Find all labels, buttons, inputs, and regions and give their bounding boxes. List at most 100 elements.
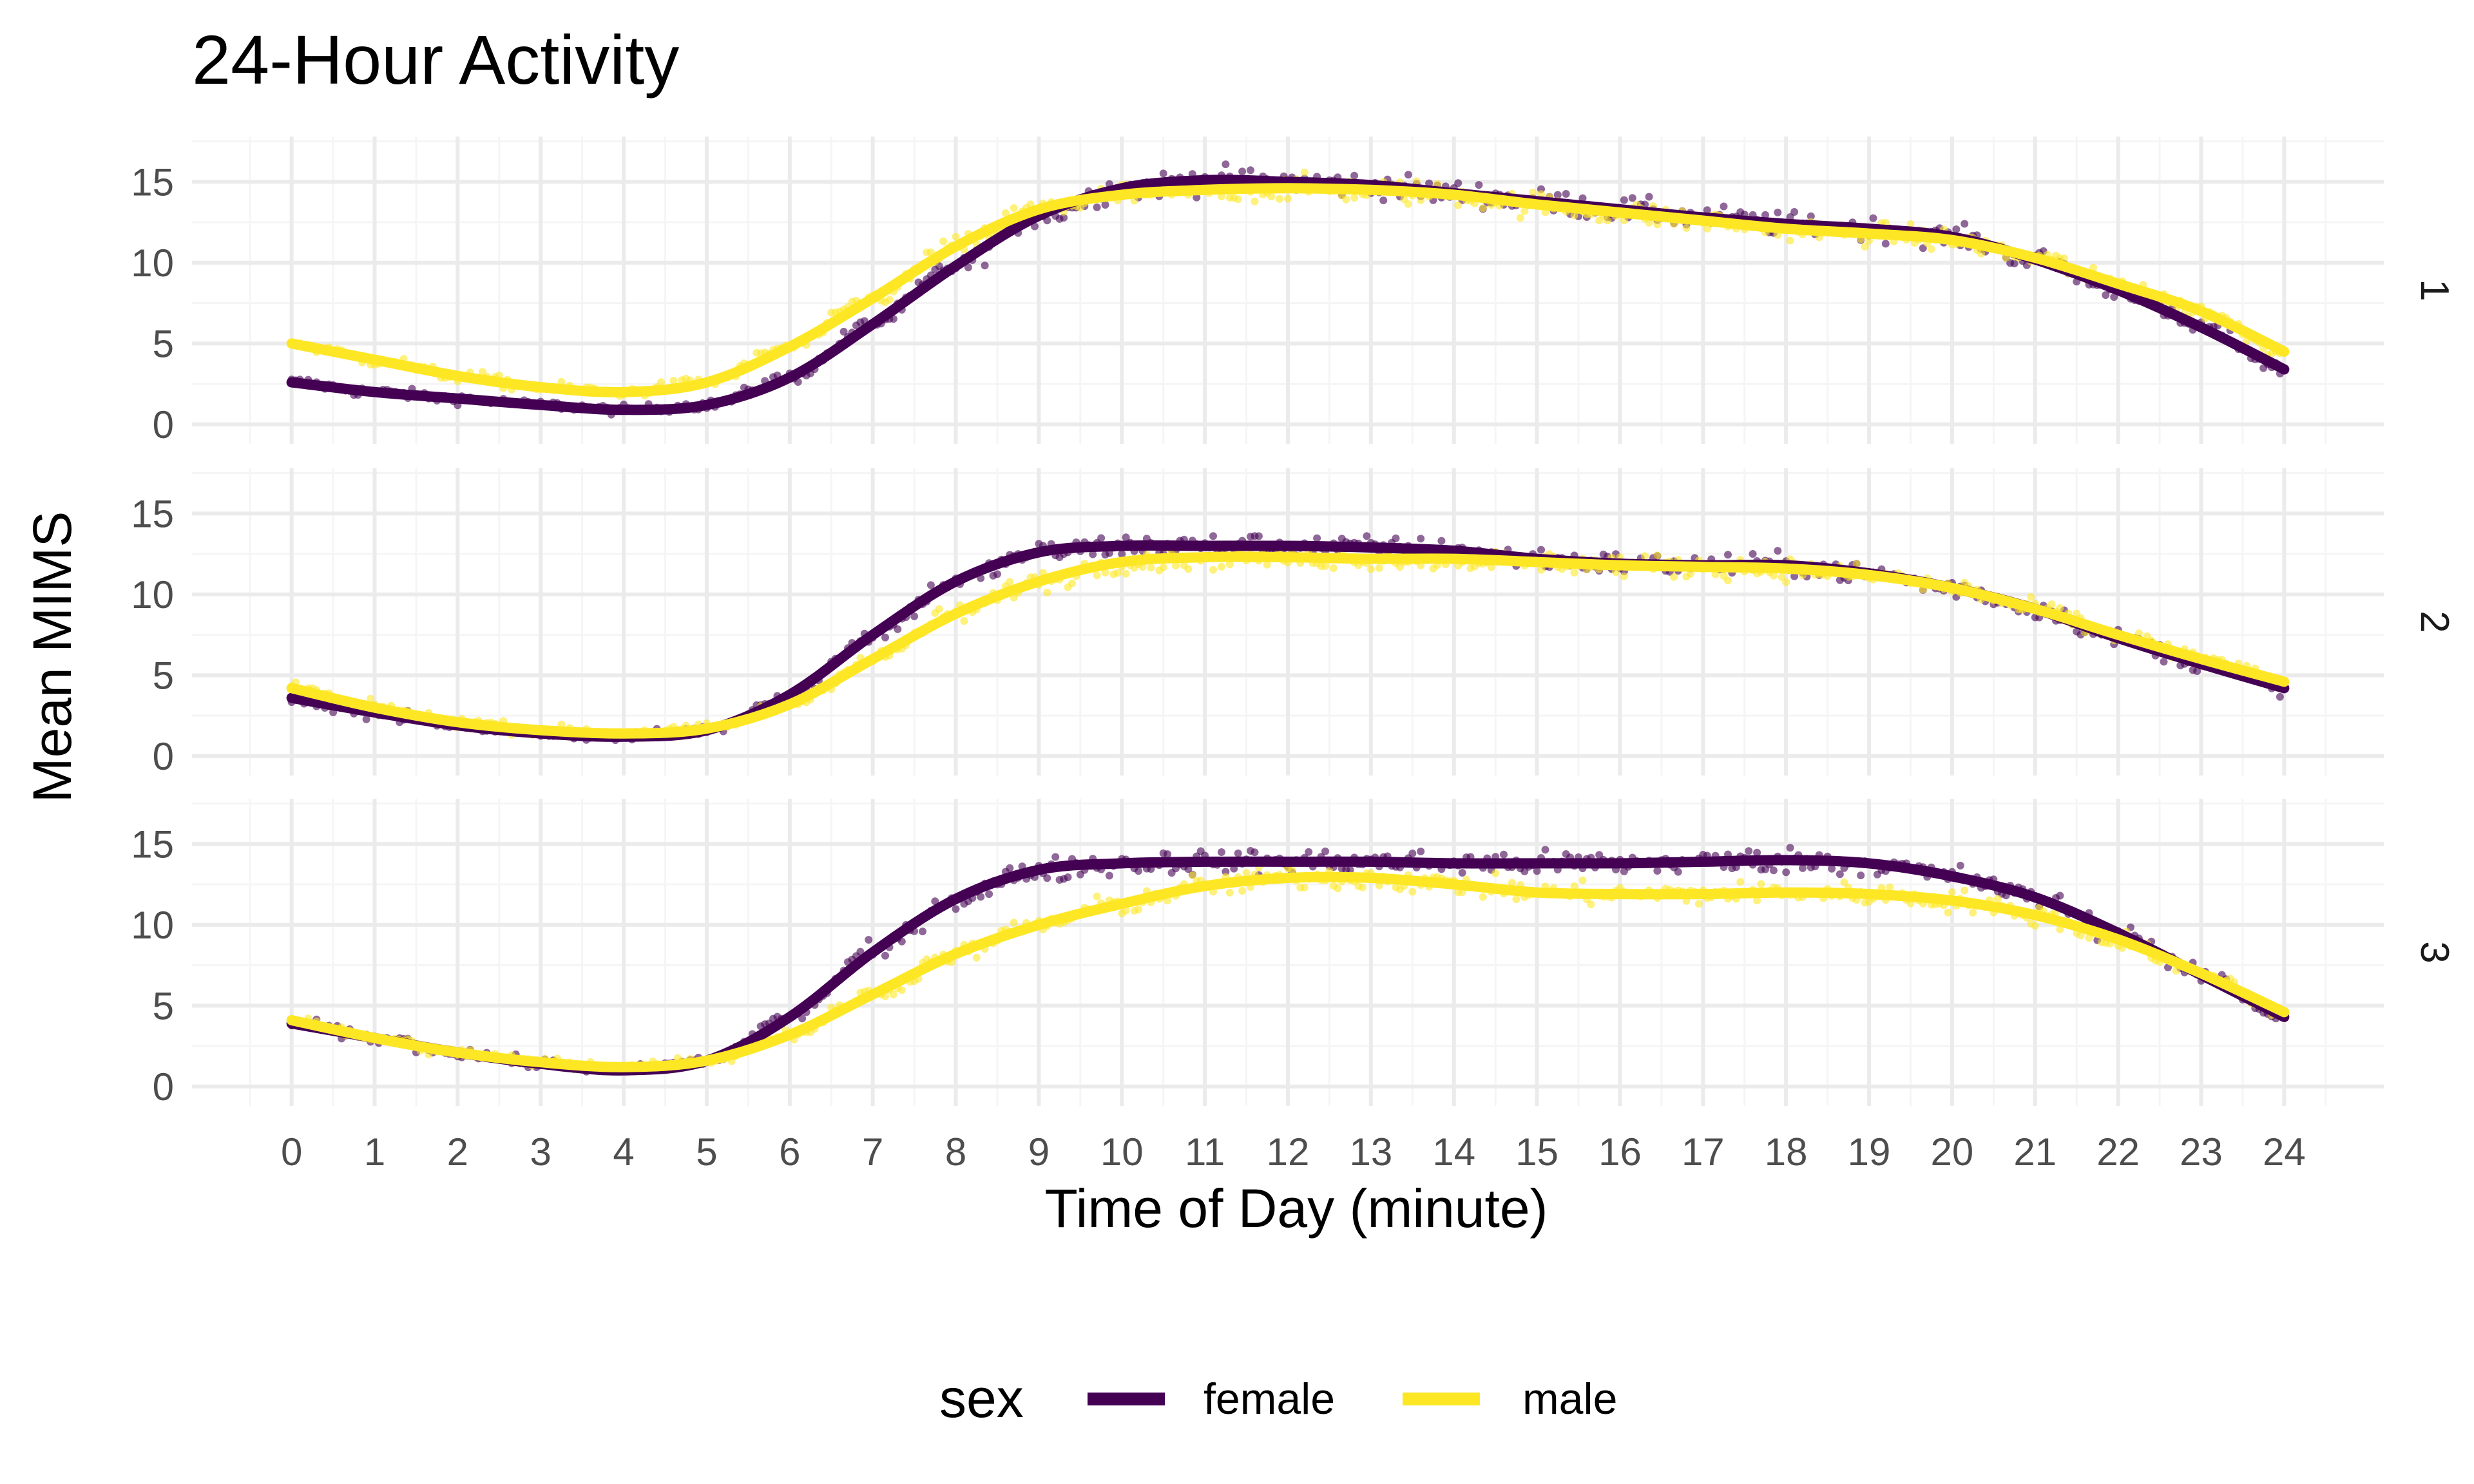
- scatter-point-female: [931, 897, 939, 906]
- x-tick-label: 6: [779, 1130, 800, 1174]
- scatter-point-female: [1404, 171, 1412, 179]
- scatter-point-male: [1840, 878, 1848, 886]
- scatter-point-female: [1060, 214, 1068, 222]
- x-axis-title: Time of Day (minute): [1044, 1178, 1548, 1239]
- scatter-point-female: [1159, 169, 1167, 178]
- scatter-point-male: [1135, 906, 1142, 913]
- scatter-point-female: [993, 570, 1001, 578]
- scatter-point-female: [1043, 874, 1051, 882]
- scatter-point-male: [1276, 195, 1284, 203]
- scatter-point-male: [1782, 578, 1790, 586]
- scatter-point-male: [1944, 908, 1952, 917]
- scatter-point-female: [1724, 551, 1732, 559]
- scatter-point-male: [1711, 570, 1720, 578]
- scatter-point-female: [1209, 532, 1217, 540]
- scatter-point-male: [657, 378, 666, 386]
- scatter-point-male: [1852, 560, 1861, 568]
- scatter-point-male: [1927, 245, 1935, 253]
- facet-strip-label: 3: [2412, 941, 2457, 963]
- scatter-point-female: [1745, 847, 1753, 855]
- scatter-point-male: [1653, 551, 1662, 560]
- scatter-point-female: [1769, 866, 1778, 875]
- scatter-point-female: [1774, 547, 1782, 555]
- scatter-point-female: [839, 327, 848, 336]
- scatter-point-male: [1334, 884, 1342, 893]
- scatter-point-male: [1010, 204, 1018, 212]
- scatter-point-male: [367, 694, 375, 703]
- y-tick-label: 15: [131, 823, 174, 866]
- x-tick-label: 8: [945, 1130, 966, 1174]
- scatter-point-female: [2276, 692, 2284, 701]
- scatter-point-male: [1242, 869, 1251, 877]
- legend-label-male: male: [1522, 1375, 1617, 1423]
- scatter-point-male: [1217, 562, 1225, 571]
- scatter-point-female: [1761, 211, 1769, 219]
- y-tick-label: 10: [131, 242, 174, 285]
- scatter-point-female: [1417, 535, 1425, 543]
- scatter-point-male: [1512, 895, 1520, 904]
- scatter-point-male: [1578, 876, 1587, 884]
- scatter-point-male: [1101, 569, 1109, 576]
- scatter-point-female: [1043, 216, 1051, 225]
- scatter-point-male: [1300, 883, 1309, 891]
- scatter-point-female: [798, 1014, 807, 1023]
- scatter-point-male: [1948, 888, 1956, 897]
- scatter-point-male: [1234, 195, 1242, 204]
- scatter-point-male: [1993, 895, 2002, 903]
- scatter-point-male: [1620, 216, 1628, 225]
- scatter-point-female: [2056, 891, 2064, 900]
- scatter-point-male: [1520, 207, 1529, 215]
- scatter-point-male: [1093, 571, 1101, 580]
- x-axis: 0 1 2 3 4 5 6 7 8 9 10 11 12 13 14 15 16 17 18 19 20 21 22 23 24: [281, 1130, 2306, 1174]
- chart-title: 24-Hour Activity: [192, 21, 679, 99]
- scatter-point-female: [1051, 853, 1060, 861]
- y-tick-label: 15: [131, 492, 174, 535]
- scatter-point-male: [1479, 893, 1487, 901]
- facet-panel-2: 0 5 10 15 2: [131, 468, 2457, 778]
- scatter-point-male: [1491, 869, 1500, 877]
- scatter-point-female: [1247, 166, 1254, 175]
- scatter-point-female: [1857, 871, 1865, 880]
- y-tick-label: 5: [153, 654, 174, 697]
- scatter-point-female: [1807, 212, 1815, 220]
- scatter-point-male: [1300, 168, 1309, 176]
- scatter-point-female: [1251, 848, 1259, 857]
- scatter-point-female: [1097, 534, 1106, 542]
- y-tick-label: 10: [131, 904, 174, 947]
- scatter-point-female: [1620, 196, 1628, 204]
- scatter-point-female: [1350, 171, 1359, 180]
- scatter-point-female: [1363, 532, 1371, 540]
- scatter-point-female: [1458, 869, 1466, 877]
- scatter-point-male: [889, 991, 897, 999]
- scatter-point-female: [362, 715, 370, 723]
- scatter-point-female: [894, 625, 902, 633]
- scatter-point-male: [2031, 922, 2039, 930]
- scatter-point-male: [1147, 564, 1155, 572]
- scatter-point-male: [1570, 569, 1578, 577]
- scatter-point-male: [885, 296, 894, 304]
- scatter-point-female: [1645, 193, 1653, 201]
- scatter-point-male: [1366, 565, 1375, 573]
- scatter-point-female: [1828, 864, 1836, 873]
- x-tick-label: 16: [1598, 1130, 1642, 1174]
- scatter-point-male: [1570, 882, 1578, 890]
- x-tick-label: 18: [1765, 1130, 1808, 1174]
- scatter-point-female: [1217, 848, 1225, 856]
- scatter-point-male: [1620, 572, 1628, 580]
- scatter-point-female: [2010, 260, 2019, 268]
- scatter-point-female: [1782, 868, 1790, 877]
- scatter-point-female: [897, 937, 906, 946]
- x-tick-label: 2: [447, 1130, 468, 1174]
- scatter-point-female: [1184, 865, 1193, 873]
- y-axis-title: Mean MIMS: [22, 511, 82, 803]
- scatter-point-male: [1757, 880, 1765, 888]
- scatter-point-female: [1313, 534, 1321, 542]
- scatter-point-male: [1284, 195, 1292, 203]
- scatter-point-male: [1479, 204, 1487, 213]
- scatter-point-male: [1263, 560, 1271, 569]
- facet-panel-3: 0 5 10 15 3: [131, 799, 2457, 1108]
- facet-panel-1: 0 5 10 15 1: [131, 137, 2457, 446]
- scatter-point-female: [1105, 871, 1113, 880]
- scatter-point-female: [1118, 550, 1126, 558]
